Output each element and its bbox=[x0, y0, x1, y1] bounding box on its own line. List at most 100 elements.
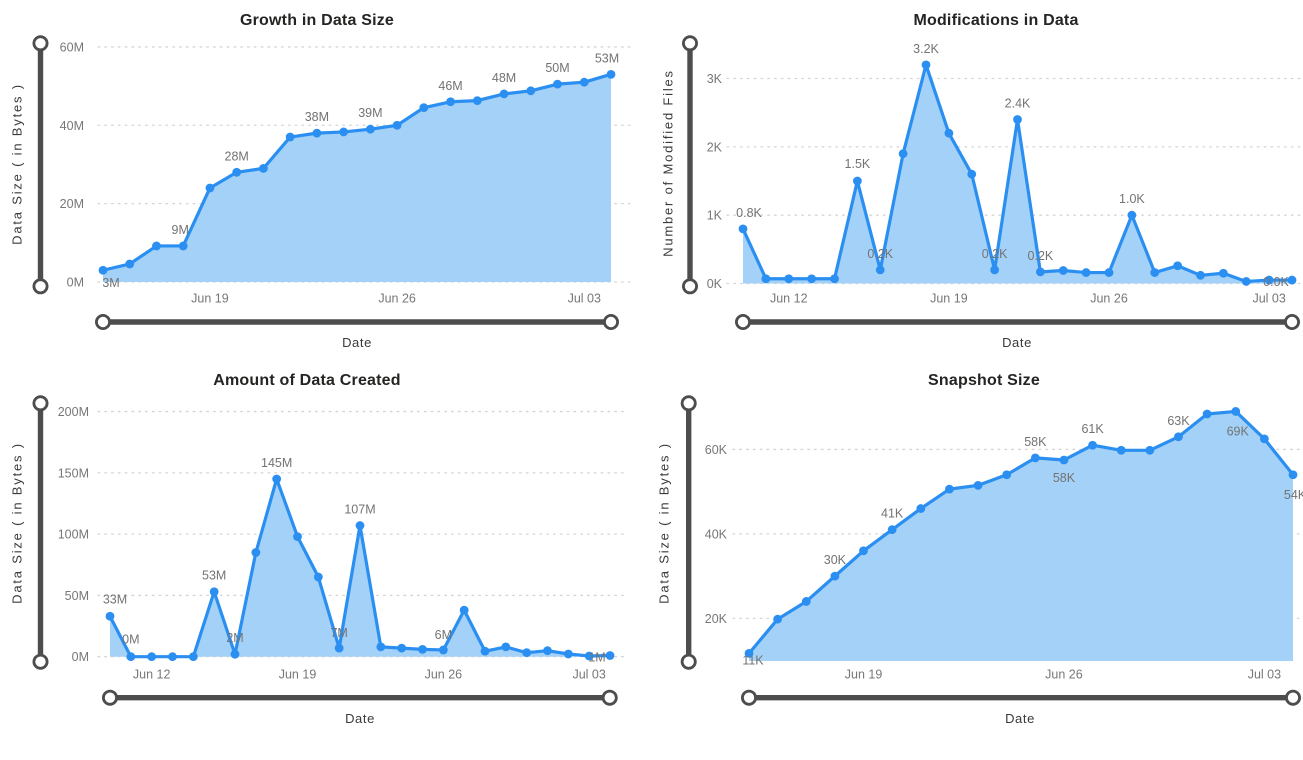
data-point[interactable] bbox=[1035, 267, 1045, 277]
data-point[interactable] bbox=[232, 167, 242, 177]
data-point[interactable] bbox=[1218, 268, 1228, 278]
data-point[interactable] bbox=[1196, 270, 1205, 280]
data-point[interactable] bbox=[499, 89, 509, 99]
data-point[interactable] bbox=[446, 97, 455, 107]
data-point[interactable] bbox=[887, 525, 897, 535]
data-point[interactable] bbox=[1264, 275, 1274, 285]
data-point[interactable] bbox=[990, 265, 1000, 275]
data-point[interactable] bbox=[392, 120, 402, 130]
data-point[interactable] bbox=[397, 643, 407, 653]
data-point[interactable] bbox=[365, 124, 375, 134]
data-point[interactable] bbox=[285, 132, 295, 142]
data-point[interactable] bbox=[188, 652, 198, 662]
data-point[interactable] bbox=[334, 643, 344, 653]
data-point[interactable] bbox=[543, 646, 552, 656]
data-point[interactable] bbox=[272, 474, 282, 484]
data-point[interactable] bbox=[125, 259, 135, 269]
data-point[interactable] bbox=[1081, 268, 1091, 277]
y-range-slider-handle-top[interactable] bbox=[682, 35, 699, 52]
data-point[interactable] bbox=[921, 60, 931, 70]
data-point[interactable] bbox=[1241, 277, 1251, 286]
data-point[interactable] bbox=[205, 183, 215, 193]
data-point[interactable] bbox=[1287, 275, 1297, 285]
data-point[interactable] bbox=[1104, 268, 1114, 277]
data-point[interactable] bbox=[152, 241, 161, 251]
x-range-slider-handle-right[interactable] bbox=[603, 313, 620, 330]
data-point[interactable] bbox=[738, 224, 748, 234]
data-point[interactable] bbox=[553, 79, 562, 89]
data-point[interactable] bbox=[105, 611, 115, 621]
x-range-slider-handle-right[interactable] bbox=[1284, 313, 1301, 330]
data-point[interactable] bbox=[251, 548, 261, 557]
data-point[interactable] bbox=[801, 597, 811, 606]
y-range-slider-handle-bottom[interactable] bbox=[680, 653, 697, 670]
data-point[interactable] bbox=[459, 605, 469, 615]
data-point[interactable] bbox=[230, 649, 240, 659]
data-point[interactable] bbox=[761, 274, 771, 284]
data-point[interactable] bbox=[259, 163, 268, 173]
data-point[interactable] bbox=[355, 521, 365, 530]
data-point[interactable] bbox=[773, 614, 783, 624]
data-point[interactable] bbox=[606, 69, 616, 79]
data-point[interactable] bbox=[830, 571, 840, 581]
data-point[interactable] bbox=[807, 274, 817, 284]
data-point[interactable] bbox=[480, 646, 490, 656]
data-point[interactable] bbox=[852, 176, 862, 186]
data-point[interactable] bbox=[898, 149, 908, 159]
data-point[interactable] bbox=[784, 274, 794, 284]
data-point[interactable] bbox=[1150, 268, 1160, 277]
y-range-slider-handle-bottom[interactable] bbox=[682, 278, 699, 295]
data-point[interactable] bbox=[147, 652, 157, 662]
data-point[interactable] bbox=[293, 532, 302, 541]
data-point[interactable] bbox=[501, 642, 511, 652]
data-point[interactable] bbox=[944, 128, 954, 138]
data-point[interactable] bbox=[1259, 434, 1269, 444]
data-point[interactable] bbox=[973, 480, 983, 490]
data-point[interactable] bbox=[1030, 453, 1040, 463]
data-point[interactable] bbox=[313, 572, 323, 582]
x-range-slider-handle-left[interactable] bbox=[102, 689, 119, 706]
data-point[interactable] bbox=[1127, 210, 1137, 220]
data-point[interactable] bbox=[945, 484, 954, 494]
data-point[interactable] bbox=[1231, 407, 1241, 416]
y-range-slider-handle-bottom[interactable] bbox=[32, 653, 49, 670]
x-range-slider-handle-left[interactable] bbox=[735, 313, 752, 330]
data-point[interactable] bbox=[916, 504, 926, 513]
data-point[interactable] bbox=[1145, 445, 1155, 455]
x-range-slider-handle-left[interactable] bbox=[95, 313, 112, 330]
data-point[interactable] bbox=[830, 274, 839, 284]
data-point[interactable] bbox=[1173, 261, 1183, 271]
data-point[interactable] bbox=[1058, 266, 1068, 275]
data-point[interactable] bbox=[472, 96, 482, 105]
data-point[interactable] bbox=[438, 645, 448, 655]
data-point[interactable] bbox=[1288, 470, 1298, 480]
data-point[interactable] bbox=[744, 648, 754, 658]
y-range-slider-handle-bottom[interactable] bbox=[32, 278, 49, 295]
data-point[interactable] bbox=[419, 103, 429, 113]
data-point[interactable] bbox=[209, 587, 219, 597]
data-point[interactable] bbox=[376, 642, 386, 652]
y-range-slider-handle-top[interactable] bbox=[680, 395, 697, 412]
data-point[interactable] bbox=[178, 241, 188, 251]
data-point[interactable] bbox=[584, 651, 594, 661]
data-point[interactable] bbox=[98, 265, 108, 275]
data-point[interactable] bbox=[1013, 115, 1022, 124]
data-point[interactable] bbox=[579, 77, 589, 87]
x-range-slider-handle-right[interactable] bbox=[601, 689, 618, 706]
data-point[interactable] bbox=[563, 649, 573, 659]
data-point[interactable] bbox=[1202, 409, 1212, 419]
x-range-slider-handle-left[interactable] bbox=[741, 689, 758, 706]
data-point[interactable] bbox=[126, 652, 136, 662]
data-point[interactable] bbox=[522, 648, 532, 658]
data-point[interactable] bbox=[526, 86, 536, 96]
data-point[interactable] bbox=[168, 652, 177, 662]
data-point[interactable] bbox=[1116, 445, 1126, 455]
data-point[interactable] bbox=[967, 169, 977, 179]
data-point[interactable] bbox=[312, 128, 322, 138]
data-point[interactable] bbox=[605, 651, 615, 660]
data-point[interactable] bbox=[859, 546, 868, 556]
data-point[interactable] bbox=[418, 644, 427, 654]
data-point[interactable] bbox=[875, 265, 885, 275]
data-point[interactable] bbox=[339, 127, 349, 137]
data-point[interactable] bbox=[1002, 470, 1012, 480]
